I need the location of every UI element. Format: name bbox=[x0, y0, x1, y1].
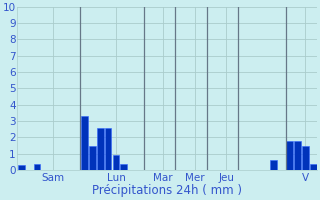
Bar bbox=[270, 160, 277, 170]
Bar bbox=[105, 128, 111, 170]
Bar bbox=[89, 146, 96, 170]
Bar bbox=[18, 165, 25, 170]
Bar bbox=[302, 146, 309, 170]
Bar bbox=[286, 141, 293, 170]
Bar bbox=[81, 116, 88, 170]
Bar bbox=[113, 155, 119, 170]
Bar bbox=[310, 164, 316, 170]
Bar bbox=[121, 164, 127, 170]
Bar bbox=[294, 141, 301, 170]
Bar bbox=[34, 164, 40, 170]
Bar bbox=[97, 128, 104, 170]
X-axis label: Précipitations 24h ( mm ): Précipitations 24h ( mm ) bbox=[92, 184, 242, 197]
